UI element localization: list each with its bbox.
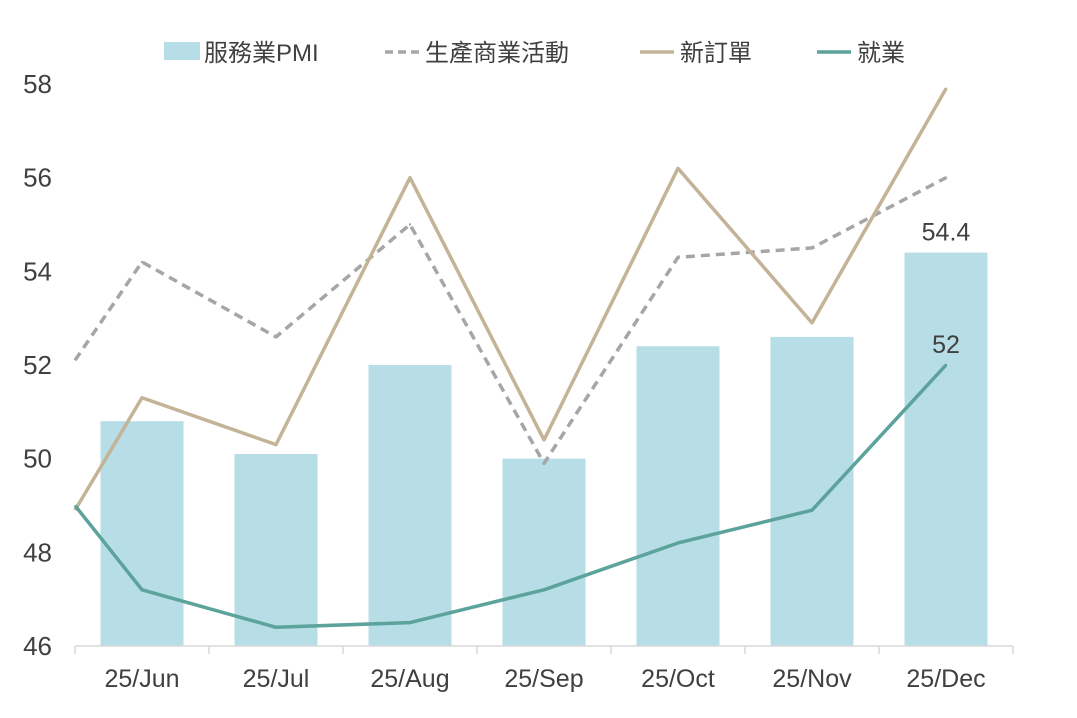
line-point xyxy=(676,541,680,545)
x-axis: 25/Jun 25/Jul 25/Aug 25/Sep 25/Oct 25/Nov 25/D… xyxy=(74,645,1014,693)
line-point xyxy=(274,443,278,446)
data-label: 54.4 xyxy=(922,219,971,247)
line-point xyxy=(542,462,546,465)
y-tick-label: 48 xyxy=(23,537,52,567)
y-tick-label: 58 xyxy=(23,69,52,99)
line-series xyxy=(73,87,948,630)
line-point xyxy=(140,588,144,591)
line-point xyxy=(408,621,412,624)
bar-25/Oct xyxy=(636,346,720,646)
y-tick-label: 52 xyxy=(23,350,52,380)
bar-25/Sep xyxy=(502,458,586,646)
line-point xyxy=(676,167,680,170)
legend-label: 服務業PMI xyxy=(204,40,319,67)
x-tick-label: 25/Jun xyxy=(104,665,179,693)
legend-label: 新訂單 xyxy=(680,40,752,67)
y-tick-label: 46 xyxy=(23,631,52,661)
x-tick-label: 25/Sep xyxy=(504,665,583,693)
x-tick-label: 25/Jul xyxy=(243,665,310,693)
bar-25/Aug xyxy=(368,365,452,646)
x-tick-label: 25/Oct xyxy=(641,665,715,693)
line-point xyxy=(944,176,948,179)
line-series-3 xyxy=(73,363,948,630)
line-series-2 xyxy=(73,87,948,512)
line-point xyxy=(676,256,680,259)
line-point xyxy=(542,438,546,442)
line-point xyxy=(810,246,814,250)
line-point xyxy=(944,87,948,90)
line-point xyxy=(810,321,814,325)
x-tick-label: 25/Aug xyxy=(370,665,449,693)
data-label: 52 xyxy=(932,331,960,359)
line-point xyxy=(408,223,412,226)
y-tick-label: 54 xyxy=(23,256,52,286)
bar-25/Jul xyxy=(234,453,318,646)
x-tick-label: 25/Dec xyxy=(906,665,985,693)
bars-series xyxy=(100,252,988,646)
line-point xyxy=(944,363,948,367)
line-point xyxy=(810,508,814,512)
line-point xyxy=(274,335,278,339)
x-tick-label: 25/Nov xyxy=(772,665,852,693)
line-point xyxy=(408,176,412,179)
y-tick-label: 50 xyxy=(23,444,52,474)
y-tick-label: 56 xyxy=(23,163,52,193)
legend-label: 就業 xyxy=(857,40,905,67)
legend-label: 生產商業活動 xyxy=(425,40,569,67)
legend: 服務業PMI 生產商業活動 新訂單 就業 xyxy=(164,40,905,67)
line-point xyxy=(542,588,546,591)
bar-25/Jun xyxy=(100,421,184,646)
line-point xyxy=(140,396,144,399)
line-point xyxy=(274,626,278,629)
data-labels: 54.4 52 xyxy=(922,219,971,359)
bar-25/Dec xyxy=(904,252,988,646)
legend-swatch xyxy=(164,42,200,60)
bar-25/Nov xyxy=(770,336,854,646)
line-point xyxy=(140,260,144,264)
y-axis: 46 48 50 52 54 56 58 xyxy=(23,69,52,661)
